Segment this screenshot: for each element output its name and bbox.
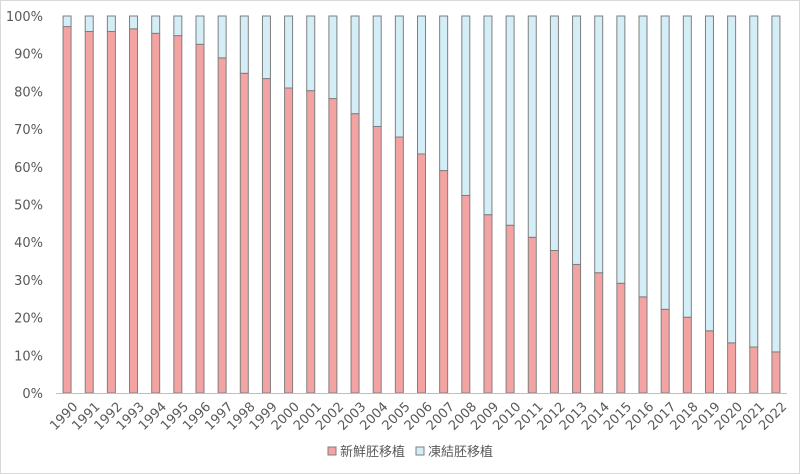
bar-frozen-2010 bbox=[505, 15, 515, 226]
bar-frozen-2000 bbox=[284, 15, 294, 89]
bar-frozen-1994 bbox=[151, 15, 161, 34]
bar-fresh-1993 bbox=[129, 28, 139, 394]
y-tick-label: 50% bbox=[14, 199, 43, 214]
bar-frozen-1998 bbox=[239, 15, 249, 74]
bar-frozen-2002 bbox=[328, 15, 338, 100]
y-tick-label: 60% bbox=[14, 161, 43, 176]
bar-frozen-2019 bbox=[704, 15, 714, 332]
bar-fresh-2010 bbox=[505, 224, 515, 394]
bar-frozen-2017 bbox=[660, 15, 670, 310]
bar-frozen-2008 bbox=[461, 15, 471, 196]
y-tick-label: 40% bbox=[14, 236, 43, 251]
bar-fresh-2015 bbox=[616, 282, 626, 394]
bar-fresh-2009 bbox=[483, 214, 493, 394]
bar-fresh-1990 bbox=[62, 26, 72, 394]
bar-fresh-2006 bbox=[417, 153, 426, 394]
bar-fresh-2012 bbox=[549, 249, 559, 394]
bar-frozen-2020 bbox=[727, 15, 737, 344]
bar-fresh-2016 bbox=[638, 296, 648, 394]
bar-fresh-2008 bbox=[461, 194, 471, 394]
legend-swatch bbox=[327, 446, 337, 456]
y-tick-label: 90% bbox=[14, 48, 43, 63]
bar-fresh-2002 bbox=[328, 98, 338, 394]
bar-frozen-2005 bbox=[394, 15, 404, 138]
legend-swatch bbox=[415, 446, 425, 456]
bar-frozen-2013 bbox=[572, 15, 582, 265]
bar-frozen-2022 bbox=[771, 15, 781, 353]
bar-fresh-2020 bbox=[727, 342, 737, 394]
bar-frozen-2018 bbox=[682, 15, 692, 318]
bar-fresh-2003 bbox=[350, 113, 360, 394]
bar-frozen-2016 bbox=[638, 15, 648, 298]
y-tick-label: 10% bbox=[14, 349, 43, 364]
bar-frozen-2007 bbox=[439, 15, 449, 172]
bar-fresh-1998 bbox=[239, 72, 249, 394]
bar-fresh-1999 bbox=[261, 78, 271, 394]
y-tick-label: 100% bbox=[6, 10, 43, 25]
y-axis: 0% 10% 20% 30% 40% 50% 60% 70% 80% 90% 100% bbox=[6, 10, 43, 402]
bar-frozen-2014 bbox=[594, 15, 604, 274]
bar-fresh-2001 bbox=[306, 90, 316, 394]
bar-frozen-1990 bbox=[62, 15, 72, 28]
bar-fresh-2022 bbox=[771, 351, 781, 394]
y-tick-label: 20% bbox=[14, 312, 43, 327]
bar-frozen-1993 bbox=[129, 15, 139, 30]
bar-fresh-2021 bbox=[749, 346, 759, 394]
y-tick-label: 30% bbox=[14, 274, 43, 289]
bar-fresh-2018 bbox=[682, 316, 692, 394]
bar-fresh-2019 bbox=[704, 330, 714, 394]
bar-fresh-1994 bbox=[151, 32, 161, 394]
bar-fresh-2011 bbox=[527, 236, 537, 394]
bars bbox=[62, 15, 781, 394]
bar-fresh-1997 bbox=[217, 57, 227, 394]
bar-fresh-2007 bbox=[439, 170, 449, 394]
bar-fresh-1996 bbox=[195, 43, 205, 394]
bar-fresh-2013 bbox=[572, 263, 582, 394]
bar-fresh-1991 bbox=[84, 30, 94, 394]
legend-label: 凍結胚移植 bbox=[428, 444, 493, 460]
bar-frozen-2012 bbox=[549, 15, 559, 251]
bar-frozen-1996 bbox=[195, 15, 205, 45]
bar-frozen-2011 bbox=[527, 15, 537, 238]
bar-fresh-2014 bbox=[594, 272, 604, 394]
bar-frozen-2004 bbox=[372, 15, 382, 127]
bar-frozen-1991 bbox=[84, 15, 94, 32]
legend-label: 新鮮胚移植 bbox=[340, 444, 405, 460]
legend: 新鮮胚移植 凍結胚移植 bbox=[327, 444, 493, 460]
bar-frozen-2021 bbox=[749, 15, 759, 348]
bar-frozen-2009 bbox=[483, 15, 493, 216]
x-axis: 1990199119921993199419951996199719981999… bbox=[47, 393, 790, 434]
bar-fresh-2004 bbox=[372, 125, 382, 394]
bar-frozen-1995 bbox=[173, 15, 183, 37]
bar-frozen-1992 bbox=[106, 15, 116, 32]
bar-frozen-2015 bbox=[616, 15, 626, 284]
bar-frozen-1999 bbox=[261, 15, 271, 80]
bar-fresh-1992 bbox=[106, 30, 116, 394]
y-tick-label: 70% bbox=[14, 123, 43, 138]
bar-frozen-2003 bbox=[350, 15, 360, 115]
y-tick-label: 0% bbox=[22, 387, 43, 402]
bar-fresh-2000 bbox=[284, 87, 294, 394]
y-tick-label: 80% bbox=[14, 85, 43, 100]
bar-fresh-2005 bbox=[394, 136, 404, 394]
bar-fresh-2017 bbox=[660, 308, 670, 394]
bar-frozen-2006 bbox=[417, 15, 426, 155]
bar-frozen-1997 bbox=[217, 15, 227, 59]
bar-fresh-1995 bbox=[173, 35, 183, 394]
bar-frozen-2001 bbox=[306, 15, 316, 92]
